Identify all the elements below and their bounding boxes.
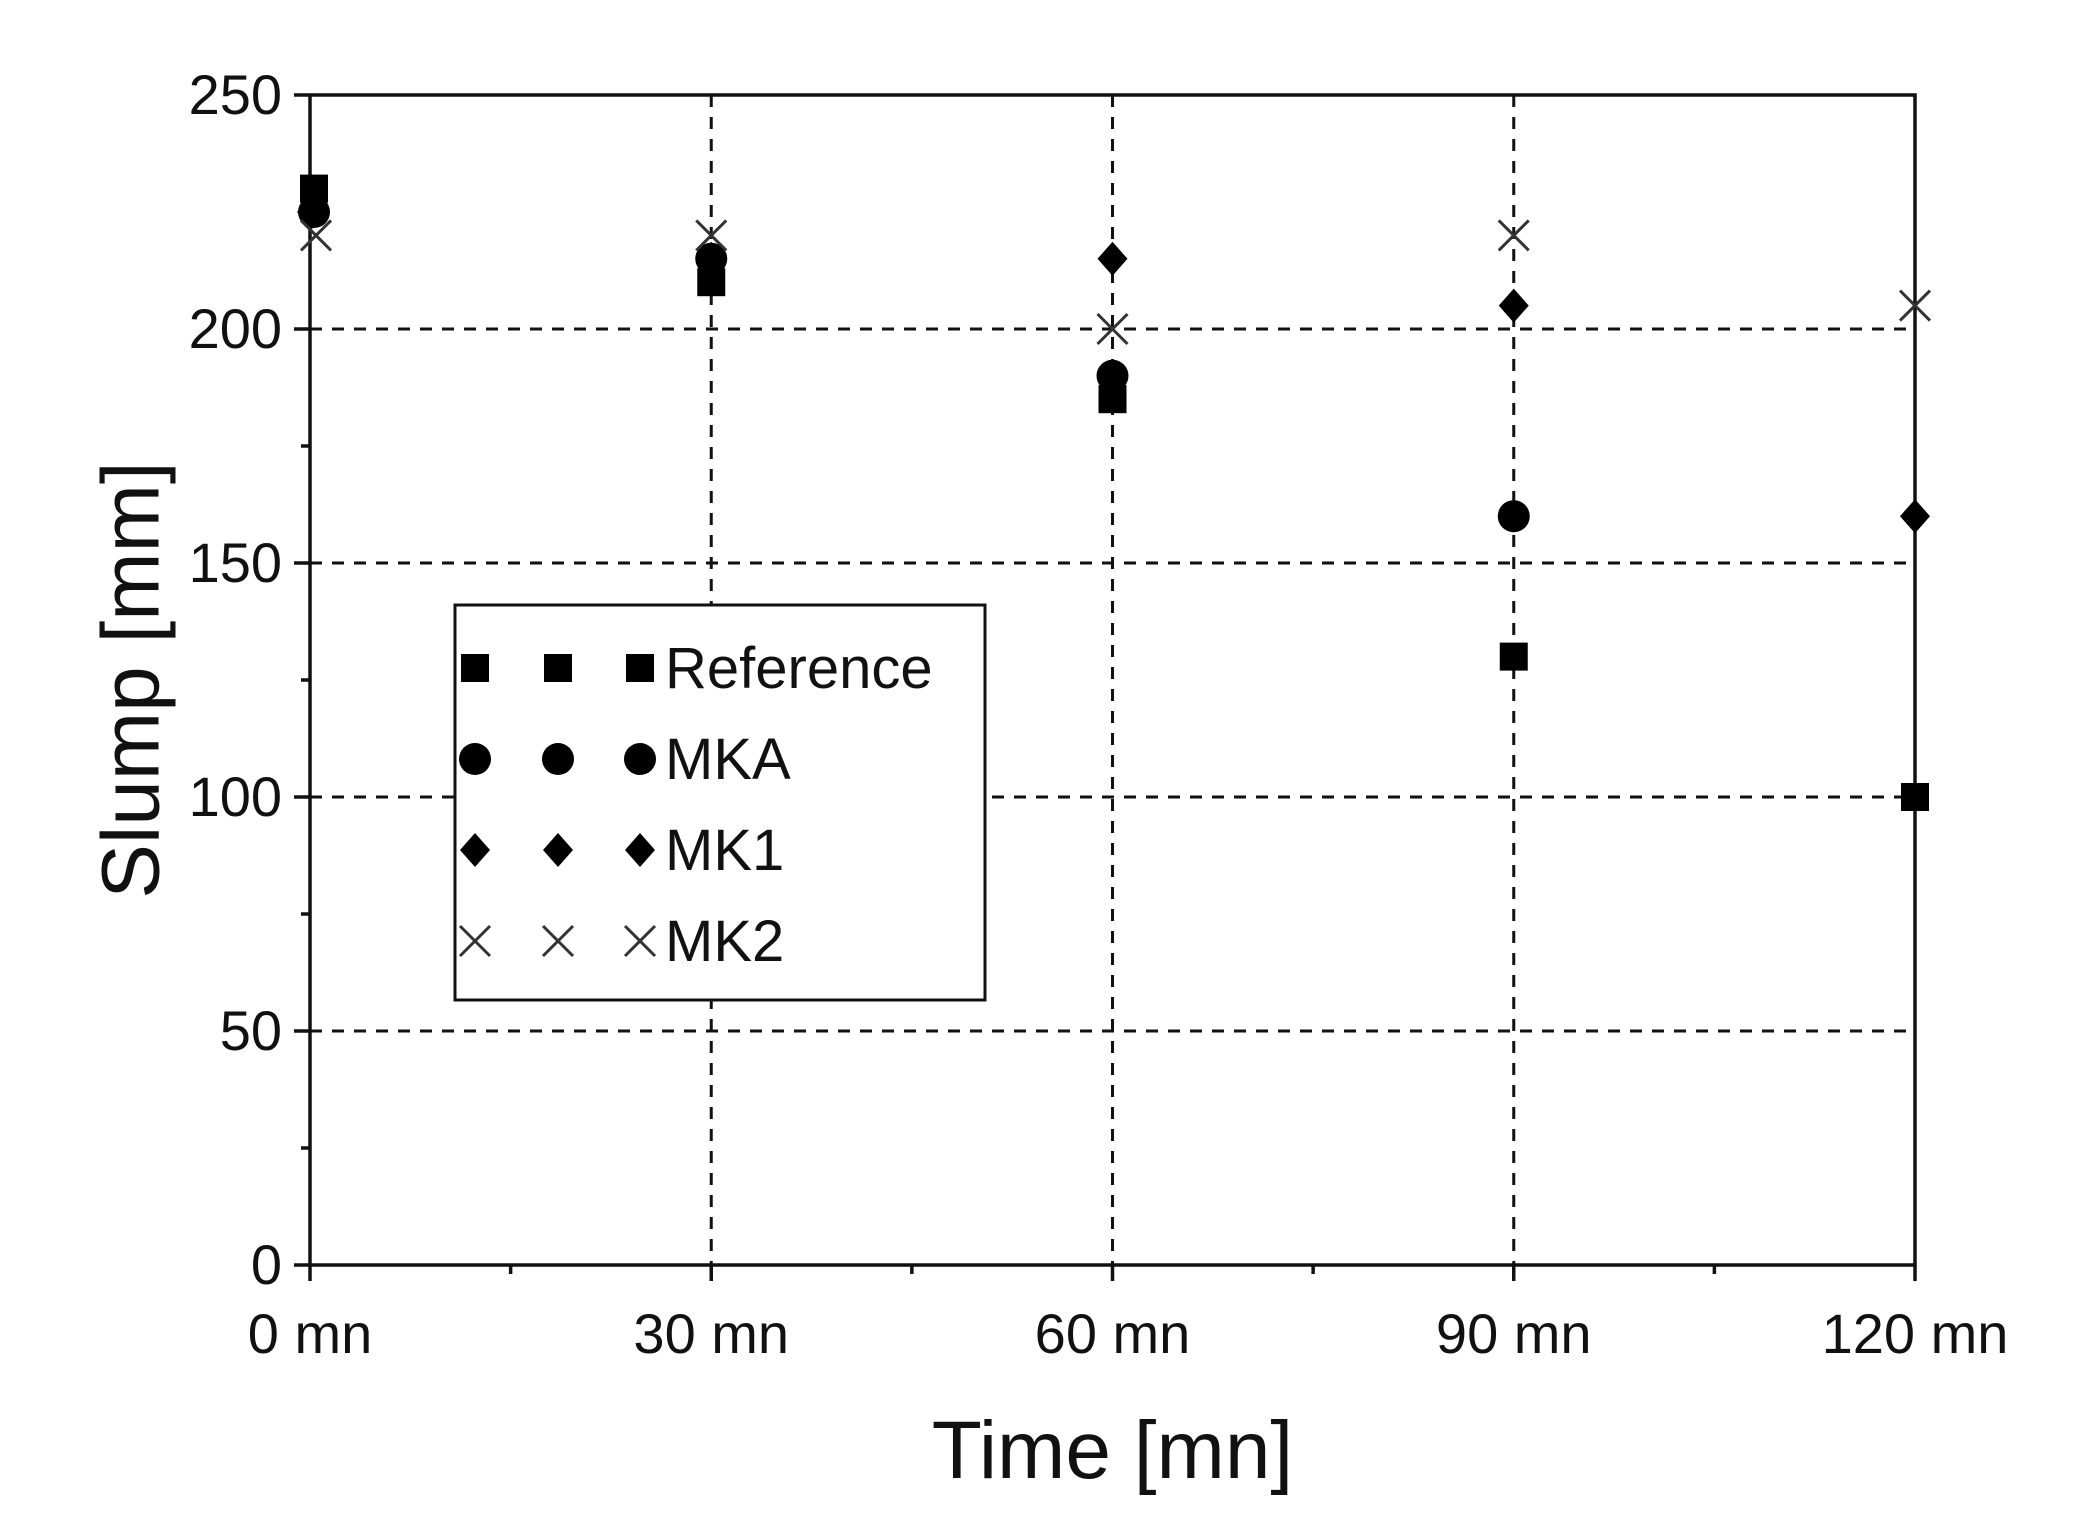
data-point-square [1901, 783, 1929, 811]
x-tick-labels: 0 mn 30 mn 60 mn 90 mn 120 mn [248, 1302, 2009, 1365]
data-point-diamond [696, 241, 727, 276]
data-point-cross [299, 219, 333, 252]
series-mka [298, 196, 1530, 533]
axis-ticks [294, 93, 1917, 1281]
legend-marker-cross [623, 924, 657, 958]
data-point-diamond [1097, 241, 1128, 276]
legend-box [453, 603, 987, 1002]
data-point-cross [1898, 289, 1932, 322]
x-tick-label: 60 mn [1035, 1302, 1191, 1365]
legend-marker-diamond [460, 833, 490, 867]
data-point-cross [1096, 312, 1129, 346]
data-point-diamond [1498, 288, 1529, 323]
y-tick-label: 0 [251, 1233, 282, 1296]
legend-marker-diamond [543, 833, 573, 867]
legend-label: MKA [665, 727, 791, 792]
data-point-square [1499, 642, 1528, 671]
legend-marker-circle [624, 743, 656, 775]
x-axis-title: Time [mn] [932, 1405, 1293, 1496]
legend-label: Reference [665, 636, 933, 701]
legend-item: Reference [461, 636, 933, 701]
legend-marker-circle [542, 743, 574, 775]
legend-marker-diamond [625, 833, 655, 867]
legend-item: MKA [459, 727, 791, 792]
legend-label: MK1 [665, 818, 784, 883]
series-reference [300, 174, 1929, 811]
y-tick-label: 250 [189, 63, 282, 126]
y-tick-label: 50 [220, 999, 282, 1062]
series-mk1 [297, 195, 1930, 534]
data-point-cross [695, 219, 728, 252]
y-tick-label: 100 [189, 765, 282, 828]
legend: Reference MKA MK1 MK2 [453, 603, 987, 1002]
legend-marker-cross [458, 924, 492, 958]
y-tick-label: 200 [189, 297, 282, 360]
data-point-diamond [297, 195, 327, 229]
legend-item: MK2 [458, 909, 784, 974]
legend-marker-square [461, 654, 489, 682]
legend-marker-square [544, 654, 572, 682]
legend-marker-cross [541, 924, 575, 958]
legend-marker-square [626, 654, 654, 682]
x-tick-label: 120 mn [1822, 1302, 2009, 1365]
legend-marker-circle [459, 743, 491, 775]
data-point-circle [1096, 359, 1129, 392]
legend-label: MK2 [665, 909, 784, 974]
y-tick-labels: 0 50 100 150 200 250 [189, 63, 282, 1296]
x-tick-label: 30 mn [633, 1302, 789, 1365]
data-point-cross [1497, 219, 1530, 252]
series-mk2 [299, 219, 1932, 346]
data-points [297, 174, 1932, 811]
legend-item: MK1 [460, 818, 784, 883]
data-point-circle [1497, 500, 1530, 533]
y-tick-label: 150 [189, 531, 282, 594]
x-tick-label: 0 mn [248, 1302, 373, 1365]
x-tick-label: 90 mn [1436, 1302, 1592, 1365]
data-point-diamond [1900, 499, 1930, 534]
y-axis-title: Slump [mm] [86, 461, 177, 898]
